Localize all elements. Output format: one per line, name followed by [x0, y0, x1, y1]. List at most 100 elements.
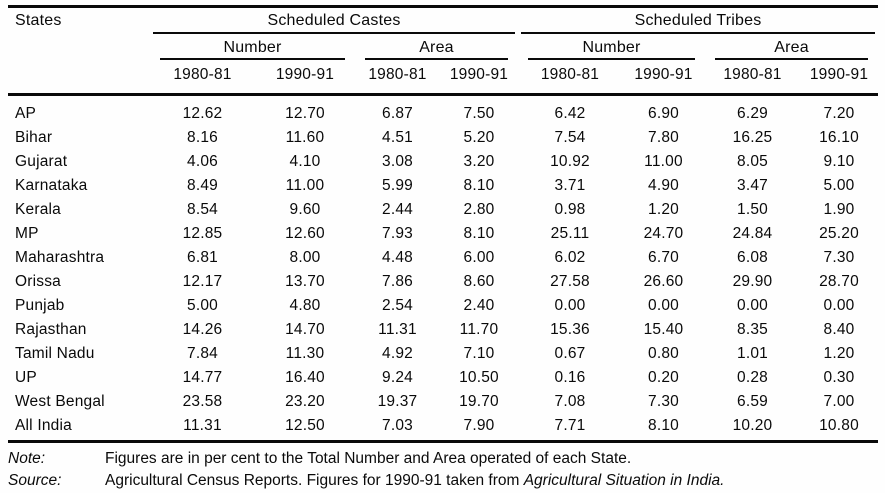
value-cell: 11.30 — [285, 345, 325, 362]
value-cell: 5.00 — [187, 297, 218, 314]
state-cell: Punjab — [15, 297, 65, 314]
value-cell: 5.99 — [382, 177, 413, 194]
state-cell: AP — [15, 105, 37, 122]
value-cell: 1.20 — [648, 201, 679, 218]
value-cell: 6.42 — [554, 105, 586, 122]
value-cell: 8.00 — [289, 249, 321, 266]
value-cell: 29.90 — [732, 273, 773, 290]
value-cell: 4.80 — [289, 297, 321, 314]
group-header-row: States Scheduled Castes Scheduled Tribes — [8, 6, 878, 96]
state-cell: Bihar — [15, 129, 53, 146]
value-cell: 7.08 — [554, 393, 586, 410]
value-cell: 1.01 — [737, 345, 768, 362]
state-cell: West Bengal — [15, 393, 105, 410]
value-cell: 8.49 — [187, 177, 218, 194]
state-cell: Tamil Nadu — [15, 345, 95, 362]
group-header-label: Scheduled Tribes — [521, 12, 876, 34]
state-cell: Gujarat — [15, 153, 68, 170]
value-cell: 6.70 — [648, 249, 679, 266]
value-cell: 6.59 — [737, 393, 768, 410]
value-cell: 6.29 — [737, 105, 768, 122]
value-cell: 1.50 — [737, 201, 768, 218]
value-cell: 4.92 — [382, 345, 413, 362]
value-cell: 16.40 — [285, 369, 325, 386]
value-cell: 8.10 — [648, 417, 679, 434]
value-cell: 2.80 — [463, 201, 495, 218]
subheader-label: Number — [160, 39, 345, 60]
year-header: 1980-81 — [355, 63, 440, 96]
value-cell: 16.10 — [819, 129, 859, 146]
value-cell: 0.67 — [554, 345, 586, 362]
table-body: AP 12.62 12.70 6.87 7.50 6.42 6.90 6.29 7.20 Biha… — [8, 95, 878, 439]
value-cell: 4.10 — [289, 153, 321, 170]
source-text: Agricultural Census Reports. Figures for… — [105, 472, 724, 489]
value-cell: 10.92 — [550, 153, 590, 170]
source-text-italic: Agricultural Situation in India. — [523, 472, 725, 489]
value-cell: 25.11 — [550, 225, 590, 242]
value-cell: 7.10 — [463, 345, 495, 362]
value-cell: 7.54 — [554, 129, 586, 146]
value-cell: 15.36 — [550, 321, 590, 338]
value-cell: 0.80 — [648, 345, 679, 362]
value-cell: 12.70 — [285, 105, 325, 122]
value-cell: 7.93 — [382, 225, 413, 242]
value-cell: 14.26 — [182, 321, 223, 338]
value-cell: 9.60 — [289, 201, 321, 218]
state-cell: UP — [15, 369, 37, 386]
value-cell: 3.08 — [382, 153, 413, 170]
source-row: Source: Agricultural Census Reports. Figu… — [8, 470, 878, 492]
year-header: 1980-81 — [705, 63, 800, 96]
value-cell: 7.90 — [463, 417, 495, 434]
value-cell: 6.87 — [382, 105, 413, 122]
state-cell: Orissa — [15, 273, 61, 290]
subheader-st-area: Area — [705, 39, 878, 63]
table-row: Bihar 8.16 11.60 4.51 5.20 7.54 7.80 16.25 16.10 — [8, 126, 878, 150]
table-row: Kerala 8.54 9.60 2.44 2.80 0.98 1.20 1.50 1.90 — [8, 198, 878, 222]
note-label: Note: — [8, 450, 46, 467]
value-cell: 7.86 — [382, 273, 413, 290]
source-text-plain: Agricultural Census Reports. Figures for… — [105, 472, 524, 489]
year-header: 1990-91 — [255, 63, 355, 96]
value-cell: 0.28 — [737, 369, 768, 386]
value-cell: 11.60 — [285, 129, 325, 146]
value-cell: 3.47 — [737, 177, 768, 194]
value-cell: 6.81 — [187, 249, 218, 266]
value-cell: 11.31 — [378, 321, 417, 338]
subheader-st-number: Number — [518, 39, 705, 63]
value-cell: 12.60 — [285, 225, 325, 242]
value-cell: 0.00 — [823, 297, 855, 314]
subheader-sc-area: Area — [355, 39, 518, 63]
year-header: 1980-81 — [518, 63, 622, 96]
value-cell: 0.00 — [554, 297, 586, 314]
subheader-sc-number: Number — [150, 39, 355, 63]
table-row: UP 14.77 16.40 9.24 10.50 0.16 0.20 0.28 0.30 — [8, 366, 878, 390]
value-cell: 4.51 — [382, 129, 413, 146]
group-header-scheduled-tribes: Scheduled Tribes — [518, 7, 878, 40]
value-cell: 5.00 — [823, 177, 855, 194]
subheader-label: Number — [528, 39, 695, 60]
value-cell: 24.70 — [643, 225, 684, 242]
value-cell: 8.54 — [187, 201, 218, 218]
value-cell: 7.84 — [187, 345, 218, 362]
table-row: All India 11.31 12.50 7.03 7.90 7.71 8.10 10.20… — [8, 414, 878, 438]
value-cell: 8.05 — [737, 153, 768, 170]
source-label: Source: — [8, 472, 62, 489]
value-cell: 0.16 — [554, 369, 586, 386]
value-cell: 6.00 — [463, 249, 495, 266]
value-cell: 10.20 — [732, 417, 773, 434]
value-cell: 27.58 — [550, 273, 590, 290]
value-cell: 4.06 — [187, 153, 218, 170]
value-cell: 7.30 — [648, 393, 679, 410]
state-cell: Rajasthan — [15, 321, 87, 338]
table-row: Gujarat 4.06 4.10 3.08 3.20 10.92 11.00 8.05 9.1… — [8, 150, 878, 174]
table-row: Rajasthan 14.26 14.70 11.31 11.70 15.36 15.40 8… — [8, 318, 878, 342]
value-cell: 13.70 — [285, 273, 325, 290]
value-cell: 7.00 — [823, 393, 855, 410]
value-cell: 1.90 — [823, 201, 855, 218]
data-table: States Scheduled Castes Scheduled Tribes… — [8, 5, 879, 439]
value-cell: 0.20 — [648, 369, 679, 386]
value-cell: 19.70 — [459, 393, 499, 410]
value-cell: 2.44 — [382, 201, 413, 218]
value-cell: 11.00 — [644, 153, 683, 170]
